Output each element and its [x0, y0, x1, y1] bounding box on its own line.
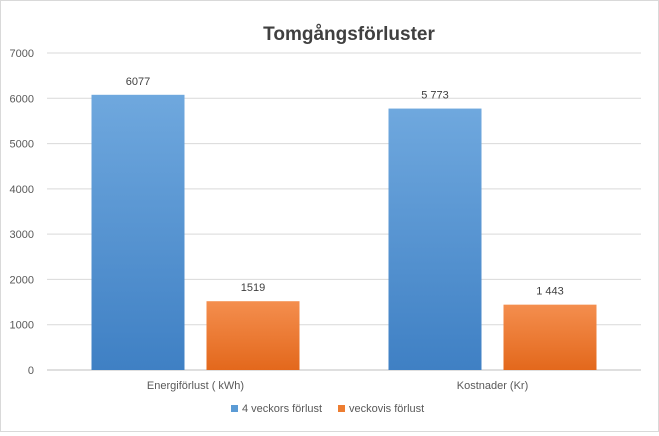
legend-swatch: [231, 405, 238, 412]
bar: [503, 304, 597, 370]
y-tick-label: 6000: [10, 93, 34, 105]
data-label: 1 443: [536, 286, 564, 298]
y-tick-label: 3000: [10, 229, 34, 241]
category-label: Energiförlust ( kWh): [147, 380, 244, 392]
data-labels: 6077 1519 5 773 1 443: [126, 76, 564, 298]
y-axis-ticks: 0 1000 2000 3000 4000 5000 6000 7000: [10, 48, 34, 377]
bars: [91, 94, 597, 371]
category-label: Kostnader (Kr): [457, 380, 529, 392]
category-labels: Energiförlust ( kWh) Kostnader (Kr): [147, 380, 528, 392]
legend-label: 4 veckors förlust: [242, 403, 322, 415]
legend-label: veckovis förlust: [349, 403, 424, 415]
chart-title: Tomgångsförluster: [263, 24, 435, 45]
y-tick-label: 7000: [10, 48, 34, 60]
y-tick-label: 4000: [10, 184, 34, 196]
bar: [206, 301, 300, 370]
bar: [91, 94, 185, 371]
y-tick-label: 0: [28, 365, 34, 377]
data-label: 1519: [241, 282, 265, 294]
legend: 4 veckors förlust veckovis förlust: [231, 403, 424, 415]
bar: [388, 108, 482, 370]
y-tick-label: 1000: [10, 320, 34, 332]
y-tick-label: 2000: [10, 274, 34, 286]
y-tick-label: 5000: [10, 139, 34, 151]
data-label: 6077: [126, 76, 150, 88]
data-label: 5 773: [421, 90, 449, 102]
legend-swatch: [338, 405, 345, 412]
